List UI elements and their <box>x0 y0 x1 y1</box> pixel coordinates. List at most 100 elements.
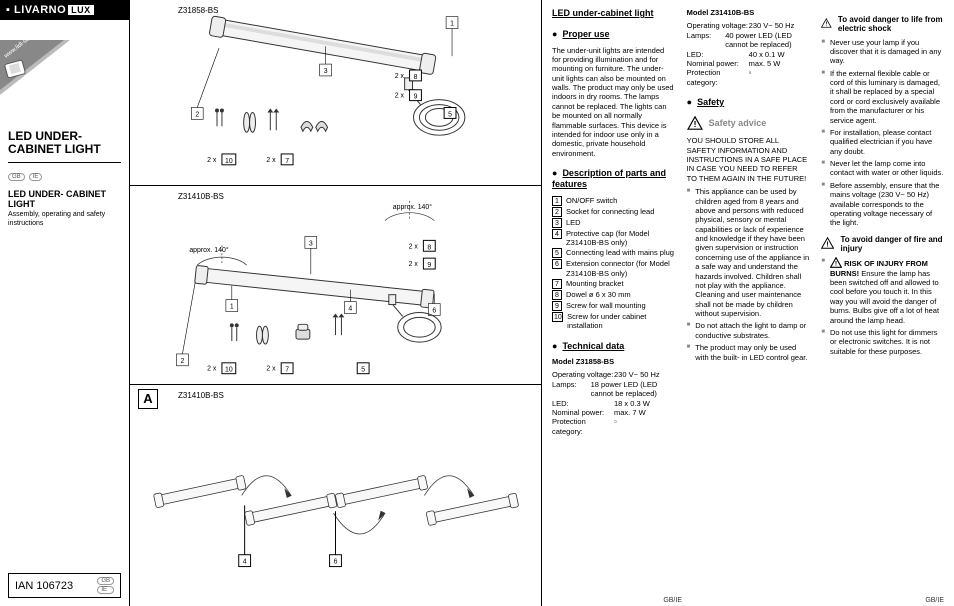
spec-row: Lamps:18 power LED (LED cannot be replac… <box>552 380 675 399</box>
list-item: Never use your lamp if you discover that… <box>821 38 944 66</box>
panel3-model: Z31410B-BS <box>178 391 224 400</box>
h-parts: Description of parts and features <box>552 168 675 191</box>
svg-text:9: 9 <box>427 262 431 269</box>
subtitle: LED UNDER- CABINET LIGHT <box>8 189 121 209</box>
ian-number: IAN 106723 <box>15 580 73 592</box>
text-col-2: Model Z31410B-BS Operating voltage:230 V… <box>687 8 810 588</box>
ian-flag-gb: GB <box>97 577 114 585</box>
fire-title: To avoid danger of fire and injury <box>840 236 944 254</box>
part-item: 8Dowel ø 6 x 30 mm <box>552 290 675 300</box>
ian-box: IAN 106723 GB IE <box>8 573 121 598</box>
parts-list: 1ON/OFF switch2Socket for connecting lea… <box>552 196 675 331</box>
approx1: approx. 140° <box>393 203 432 211</box>
svg-text:7: 7 <box>285 158 289 165</box>
part-item: 6Extension connector (for Model Z31410B-… <box>552 259 675 278</box>
list-item: This appliance can be used by children a… <box>687 187 810 318</box>
svg-text:2: 2 <box>181 358 185 365</box>
h-safety: Safety <box>687 97 810 108</box>
part-item: 10Screw for under cabinet installation <box>552 312 675 331</box>
part-item: 9Screw for wall mounting <box>552 301 675 311</box>
brand-suffix: LUX <box>68 5 94 15</box>
svg-text:2 x: 2 x <box>395 93 405 100</box>
h-main: LED under-cabinet light <box>552 8 675 19</box>
part-item: 2Socket for connecting lead <box>552 207 675 217</box>
list-item: Never let the lamp come into contact wit… <box>821 159 944 178</box>
svg-text:3: 3 <box>309 241 313 248</box>
panel1-model: Z31858-BS <box>178 6 218 15</box>
diagram-column: Z31858-BS 1 3 2 <box>130 0 542 606</box>
svg-text:2 x: 2 x <box>266 366 276 373</box>
spec-table-2: Operating voltage:230 V~ 50 HzLamps:40 p… <box>687 21 810 87</box>
fire-item-2: Do not use this light for dimmers or ele… <box>821 328 944 356</box>
part-item: 7Mounting bracket <box>552 279 675 289</box>
spec-row: Protection category:▫ <box>552 417 675 436</box>
h-tech: Technical data <box>552 341 675 352</box>
spec-table-1: Operating voltage:230 V~ 50 HzLamps:18 p… <box>552 370 675 436</box>
safety-advice-label: Safety advice <box>709 118 767 129</box>
list-item: Do not attach the light to damp or condu… <box>687 321 810 340</box>
spec-row: Nominal power:max. 7 W <box>552 408 675 417</box>
svg-text:5: 5 <box>361 367 365 374</box>
svg-text:2 x: 2 x <box>207 366 217 373</box>
part-item: 3LED <box>552 218 675 228</box>
flag-gb: GB <box>8 173 25 181</box>
list-item: Before assembly, ensure that the mains v… <box>821 181 944 228</box>
svg-text:1: 1 <box>450 21 454 28</box>
shock-head: ! To avoid danger to life from electric … <box>821 16 944 34</box>
shock-list: Never use your lamp if you discover that… <box>821 38 944 228</box>
svg-text:5: 5 <box>448 111 452 118</box>
svg-text:2 x: 2 x <box>409 244 419 251</box>
spec-row: Operating voltage:230 V~ 50 Hz <box>552 370 675 379</box>
diagram-panel-1: Z31858-BS 1 3 2 <box>130 0 541 186</box>
svg-text:9: 9 <box>414 94 418 101</box>
risk-burns: ! RISK OF INJURY FROM BURNS! Ensure the … <box>821 257 944 325</box>
footer-1: GB/IE <box>552 597 682 604</box>
svg-text:3: 3 <box>324 68 328 75</box>
warning-icon: ! <box>687 116 703 130</box>
svg-text:!: ! <box>835 261 837 268</box>
warning-icon: ! <box>821 236 834 250</box>
safety-advice-head: ! Safety advice <box>687 116 810 130</box>
fire-list: ! RISK OF INJURY FROM BURNS! Ensure the … <box>821 257 944 356</box>
diagram-panel-3: A Z31410B-BS 4 6 <box>130 385 541 606</box>
svg-text:1: 1 <box>230 304 234 311</box>
brand-bar: ▪ LIVARNOLUX <box>0 0 129 20</box>
text-col-1: LED under-cabinet light Proper use The u… <box>552 8 675 588</box>
part-item: 5Connecting lead with mains plug <box>552 248 675 258</box>
svg-text:2 x: 2 x <box>207 157 217 164</box>
ian-flag-ie: IE <box>97 586 114 594</box>
svg-text:4: 4 <box>243 559 247 566</box>
svg-text:6: 6 <box>334 559 338 566</box>
proper-body: The under-unit lights are intended for p… <box>552 46 675 159</box>
svg-text:10: 10 <box>225 158 233 165</box>
model1-name: Model Z31858-BS <box>552 357 614 366</box>
spec-row: LED:40 x 0.1 W <box>687 50 810 59</box>
svg-text:8: 8 <box>414 74 418 81</box>
svg-text:6: 6 <box>432 308 436 315</box>
part-item: 1ON/OFF switch <box>552 196 675 206</box>
text-col-3: ! To avoid danger to life from electric … <box>821 8 944 588</box>
svg-text:10: 10 <box>225 367 233 374</box>
part-item: 4Protective cap (for Model Z31410B-BS on… <box>552 229 675 248</box>
warning-icon: ! <box>821 16 832 30</box>
text-columns: LED under-cabinet light Proper use The u… <box>542 0 954 606</box>
left-sidebar: ▪ LIVARNOLUX www.lidl-service.com LED UN… <box>0 0 130 606</box>
svg-text:!: ! <box>693 119 696 129</box>
list-item: If the external flexible cable or cord o… <box>821 69 944 125</box>
fire-head: ! To avoid danger of fire and injury <box>821 236 944 254</box>
svg-text:8: 8 <box>427 245 431 252</box>
subtext: Assembly, operating and safety instructi… <box>8 211 121 228</box>
list-item: For installation, please contact qualifi… <box>821 128 944 156</box>
flag-row: GB IE <box>8 173 121 181</box>
main-title: LED UNDER- CABINET LIGHT <box>8 130 121 163</box>
diagram-panel-2: Z31410B-BS approx. 140° approx. 140° 3 1… <box>130 186 541 385</box>
spec-row: LED:18 x 0.3 W <box>552 399 675 408</box>
approx2: approx. 140° <box>189 247 228 255</box>
safety-list: This appliance can be used by children a… <box>687 187 810 362</box>
svg-text:2 x: 2 x <box>395 73 405 80</box>
spec-row: Protection category:▫ <box>687 68 810 87</box>
spec-row: Nominal power:max. 5 W <box>687 59 810 68</box>
model2-name: Model Z31410B-BS <box>687 8 755 17</box>
svg-text:4: 4 <box>348 306 352 313</box>
svg-text:!: ! <box>826 22 828 28</box>
